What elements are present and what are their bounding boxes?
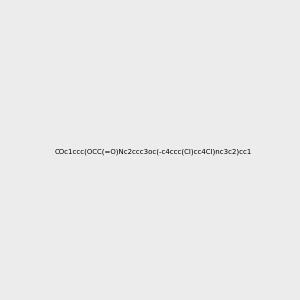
Text: COc1ccc(OCC(=O)Nc2ccc3oc(-c4ccc(Cl)cc4Cl)nc3c2)cc1: COc1ccc(OCC(=O)Nc2ccc3oc(-c4ccc(Cl)cc4Cl… xyxy=(55,148,252,155)
